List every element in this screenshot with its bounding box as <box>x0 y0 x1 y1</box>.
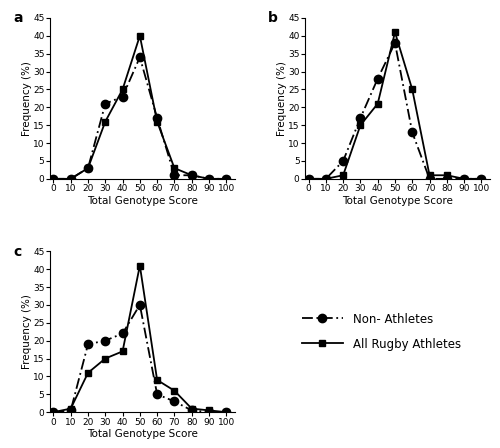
Non- Athletes <box>102 101 108 107</box>
All Rugby Athletes <box>444 172 450 178</box>
Non- Athletes <box>68 176 73 181</box>
All Rugby Athletes <box>68 176 73 181</box>
Non- Athletes <box>137 302 143 308</box>
Non- Athletes <box>306 176 312 181</box>
All Rugby Athletes <box>392 30 398 35</box>
Non- Athletes <box>461 176 467 181</box>
All Rugby Athletes <box>323 176 329 181</box>
Y-axis label: Frequency (%): Frequency (%) <box>276 61 286 136</box>
Non- Athletes <box>223 176 229 181</box>
All Rugby Athletes <box>137 33 143 39</box>
Non- Athletes <box>154 115 160 121</box>
All Rugby Athletes <box>461 176 467 181</box>
Non- Athletes <box>172 399 177 404</box>
X-axis label: Total Genotype Score: Total Genotype Score <box>87 430 198 439</box>
Non- Athletes <box>50 409 56 415</box>
All Rugby Athletes <box>478 176 484 181</box>
Non- Athletes <box>120 94 126 99</box>
All Rugby Athletes <box>120 87 126 92</box>
All Rugby Athletes <box>50 176 56 181</box>
All Rugby Athletes <box>85 165 91 171</box>
Line: All Rugby Athletes: All Rugby Athletes <box>306 29 484 182</box>
All Rugby Athletes <box>120 349 126 354</box>
Non- Athletes <box>409 129 415 135</box>
Non- Athletes <box>323 176 329 181</box>
Line: All Rugby Athletes: All Rugby Athletes <box>50 263 230 415</box>
Text: a: a <box>13 12 22 26</box>
Y-axis label: Frequency (%): Frequency (%) <box>22 61 32 136</box>
Non- Athletes <box>85 165 91 171</box>
Non- Athletes <box>137 55 143 60</box>
All Rugby Athletes <box>358 122 364 128</box>
All Rugby Athletes <box>68 406 73 411</box>
All Rugby Athletes <box>223 409 229 415</box>
Non- Athletes <box>444 176 450 181</box>
Non- Athletes <box>68 408 73 413</box>
All Rugby Athletes <box>154 119 160 124</box>
Line: Non- Athletes: Non- Athletes <box>304 39 486 183</box>
All Rugby Athletes <box>223 176 229 181</box>
Legend: Non- Athletes, All Rugby Athletes: Non- Athletes, All Rugby Athletes <box>302 313 460 351</box>
All Rugby Athletes <box>172 165 177 171</box>
Non- Athletes <box>188 172 194 178</box>
Non- Athletes <box>206 409 212 415</box>
All Rugby Athletes <box>85 370 91 375</box>
All Rugby Athletes <box>374 101 380 107</box>
Non- Athletes <box>478 176 484 181</box>
All Rugby Athletes <box>154 377 160 383</box>
Y-axis label: Frequency (%): Frequency (%) <box>22 294 32 369</box>
All Rugby Athletes <box>188 172 194 178</box>
All Rugby Athletes <box>306 176 312 181</box>
Non- Athletes <box>340 158 346 164</box>
All Rugby Athletes <box>137 263 143 268</box>
Line: All Rugby Athletes: All Rugby Athletes <box>50 33 230 182</box>
All Rugby Athletes <box>50 409 56 415</box>
All Rugby Athletes <box>102 119 108 124</box>
All Rugby Athletes <box>102 356 108 361</box>
Non- Athletes <box>374 76 380 82</box>
Non- Athletes <box>172 172 177 178</box>
All Rugby Athletes <box>188 406 194 411</box>
Non- Athletes <box>392 40 398 46</box>
Line: Non- Athletes: Non- Athletes <box>50 53 230 183</box>
Non- Athletes <box>358 115 364 121</box>
Non- Athletes <box>154 392 160 397</box>
All Rugby Athletes <box>172 388 177 393</box>
Non- Athletes <box>188 408 194 413</box>
Non- Athletes <box>85 341 91 347</box>
Non- Athletes <box>120 331 126 336</box>
Non- Athletes <box>102 338 108 343</box>
All Rugby Athletes <box>206 408 212 413</box>
Non- Athletes <box>50 176 56 181</box>
Text: b: b <box>268 12 278 26</box>
Text: c: c <box>13 245 22 259</box>
X-axis label: Total Genotype Score: Total Genotype Score <box>87 196 198 206</box>
Line: Non- Athletes: Non- Athletes <box>50 301 230 416</box>
Non- Athletes <box>426 176 432 181</box>
All Rugby Athletes <box>206 176 212 181</box>
All Rugby Athletes <box>340 172 346 178</box>
Non- Athletes <box>206 176 212 181</box>
X-axis label: Total Genotype Score: Total Genotype Score <box>342 196 453 206</box>
Non- Athletes <box>223 409 229 415</box>
All Rugby Athletes <box>426 172 432 178</box>
All Rugby Athletes <box>409 87 415 92</box>
